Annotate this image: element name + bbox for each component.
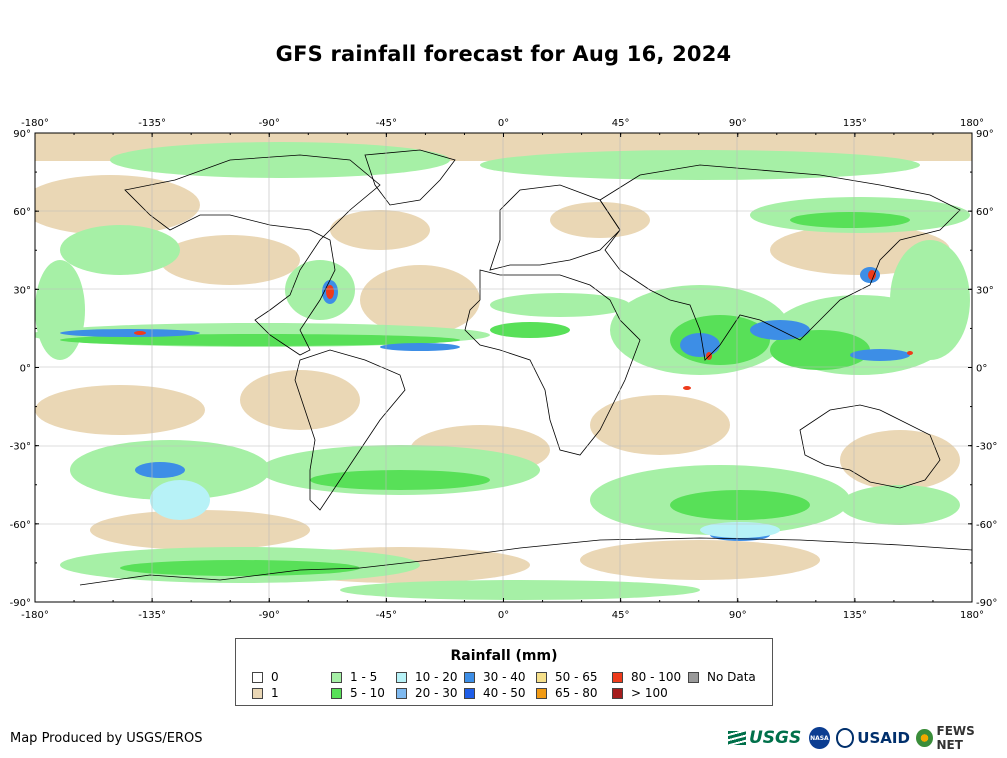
legend-swatch bbox=[252, 687, 263, 699]
lat-tick-label-right: 90° bbox=[976, 129, 994, 140]
lat-tick-label-left: -30° bbox=[10, 442, 31, 453]
rain-10-20mm-areas bbox=[150, 480, 780, 538]
legend-item: 1 - 5 bbox=[331, 670, 377, 684]
legend-item: > 100 bbox=[612, 686, 668, 700]
legend-label: 20 - 30 bbox=[415, 686, 458, 700]
legend-label: 65 - 80 bbox=[555, 686, 598, 700]
tick-marks bbox=[34, 132, 973, 603]
legend-swatch bbox=[536, 687, 547, 699]
coastlines bbox=[79, 149, 972, 586]
legend-swatch bbox=[536, 671, 547, 683]
lon-tick-label-bottom: -90° bbox=[259, 610, 280, 620]
legend-swatch bbox=[396, 671, 407, 683]
lat-tick-label-right: -60° bbox=[976, 520, 997, 531]
legend-swatch bbox=[612, 687, 623, 699]
usgs-logo-text: USGS bbox=[749, 728, 802, 748]
north-america-outline bbox=[124, 154, 381, 356]
south-america-outline bbox=[294, 349, 406, 511]
lon-tick-label-bottom: 90° bbox=[729, 610, 747, 620]
lon-tick-label-top: -135° bbox=[138, 118, 166, 129]
graticule bbox=[35, 133, 972, 602]
antarctica-outline bbox=[79, 537, 972, 586]
legend-label: No Data bbox=[707, 670, 756, 684]
tick-labels: -180° -180° -135° -135° -90° -90° -45° -45° 0° 0°… bbox=[10, 118, 998, 620]
legend-item: 1 bbox=[252, 686, 279, 700]
legend-item: 50 - 65 bbox=[536, 670, 598, 684]
rainfall-field bbox=[35, 133, 972, 602]
legend-swatch bbox=[688, 671, 699, 683]
usaid-logo: USAID bbox=[857, 729, 910, 747]
legend-swatch bbox=[396, 687, 407, 699]
legend-item: 20 - 30 bbox=[396, 686, 458, 700]
fews-net-logo: FEWS NET bbox=[936, 724, 975, 752]
legend-item: 0 bbox=[252, 670, 279, 684]
lon-tick-label-top: 180° bbox=[960, 118, 984, 129]
legend-label: 1 - 5 bbox=[350, 670, 378, 684]
legend: Rainfall (mm) 0 1 1 - 5 5 - 10 10 - 20 20 - 3… bbox=[235, 638, 773, 706]
nasa-logo: NASA bbox=[809, 727, 830, 749]
legend-item: 40 - 50 bbox=[464, 686, 526, 700]
fews-globe-icon bbox=[915, 729, 933, 747]
legend-label: 0 bbox=[271, 670, 279, 684]
lat-tick-label-left: -60° bbox=[10, 520, 31, 531]
legend-swatch bbox=[464, 671, 475, 683]
legend-item: No Data bbox=[688, 670, 756, 684]
greenland-outline bbox=[364, 149, 456, 206]
lat-tick-label-right: -90° bbox=[976, 598, 997, 609]
legend-item: 30 - 40 bbox=[464, 670, 526, 684]
lon-tick-label-top: 45° bbox=[612, 118, 630, 129]
lon-tick-label-bottom: 135° bbox=[843, 610, 867, 620]
lat-tick-label-left: 30° bbox=[13, 285, 31, 296]
legend-label: 5 - 10 bbox=[350, 686, 385, 700]
lon-tick-label-top: 90° bbox=[729, 118, 747, 129]
lon-tick-label-bottom: -180° bbox=[21, 610, 49, 620]
lat-tick-label-left: 90° bbox=[13, 129, 31, 140]
legend-label: 50 - 65 bbox=[555, 670, 598, 684]
legend-swatch bbox=[612, 671, 623, 683]
lat-tick-label-right: 30° bbox=[976, 285, 994, 296]
usaid-seal-icon bbox=[835, 728, 855, 748]
legend-label: 1 bbox=[271, 686, 279, 700]
lat-tick-label-right: 0° bbox=[976, 364, 987, 375]
lon-tick-label-bottom: 180° bbox=[960, 610, 984, 620]
legend-swatch bbox=[331, 671, 342, 683]
lat-tick-label-left: 60° bbox=[13, 207, 31, 218]
lon-tick-label-top: -90° bbox=[259, 118, 280, 129]
lon-tick-label-bottom: 45° bbox=[612, 610, 630, 620]
legend-item: 5 - 10 bbox=[331, 686, 385, 700]
usgs-wave-icon bbox=[728, 731, 746, 745]
lon-tick-label-bottom: 0° bbox=[498, 610, 509, 620]
lat-tick-label-right: -30° bbox=[976, 442, 997, 453]
lat-tick-label-right: 60° bbox=[976, 207, 994, 218]
agency-logos: USGS NASA USAID FEWS NET bbox=[728, 724, 1000, 752]
usgs-logo: USGS bbox=[728, 728, 801, 748]
lat-tick-label-left: -90° bbox=[10, 598, 31, 609]
credit-text: Map Produced by USGS/EROS bbox=[10, 731, 203, 746]
legend-item: 80 - 100 bbox=[612, 670, 681, 684]
lat-tick-label-left: 0° bbox=[20, 364, 31, 375]
legend-label: 10 - 20 bbox=[415, 670, 458, 684]
lon-tick-label-bottom: -45° bbox=[376, 610, 397, 620]
legend-swatch bbox=[464, 687, 475, 699]
legend-title: Rainfall (mm) bbox=[450, 648, 558, 664]
legend-swatch bbox=[252, 671, 263, 683]
legend-label: > 100 bbox=[631, 686, 668, 700]
lon-tick-label-bottom: -135° bbox=[138, 610, 166, 620]
rainfall-map: -180° -180° -135° -135° -90° -90° -45° -45° 0° 0°… bbox=[10, 118, 998, 620]
legend-label: 30 - 40 bbox=[483, 670, 526, 684]
legend-item: 65 - 80 bbox=[536, 686, 598, 700]
map-title: GFS rainfall forecast for Aug 16, 2024 bbox=[275, 42, 732, 66]
legend-label: 40 - 50 bbox=[483, 686, 526, 700]
rain-5-10mm-areas bbox=[60, 212, 910, 576]
australia-outline bbox=[799, 404, 941, 489]
lon-tick-label-top: -180° bbox=[21, 118, 49, 129]
asia-outline bbox=[599, 164, 961, 361]
legend-label: 80 - 100 bbox=[631, 670, 682, 684]
lon-tick-label-top: -45° bbox=[376, 118, 397, 129]
legend-swatch bbox=[331, 687, 342, 699]
legend-item: 10 - 20 bbox=[396, 670, 458, 684]
lon-tick-label-top: 135° bbox=[843, 118, 867, 129]
lon-tick-label-top: 0° bbox=[498, 118, 509, 129]
